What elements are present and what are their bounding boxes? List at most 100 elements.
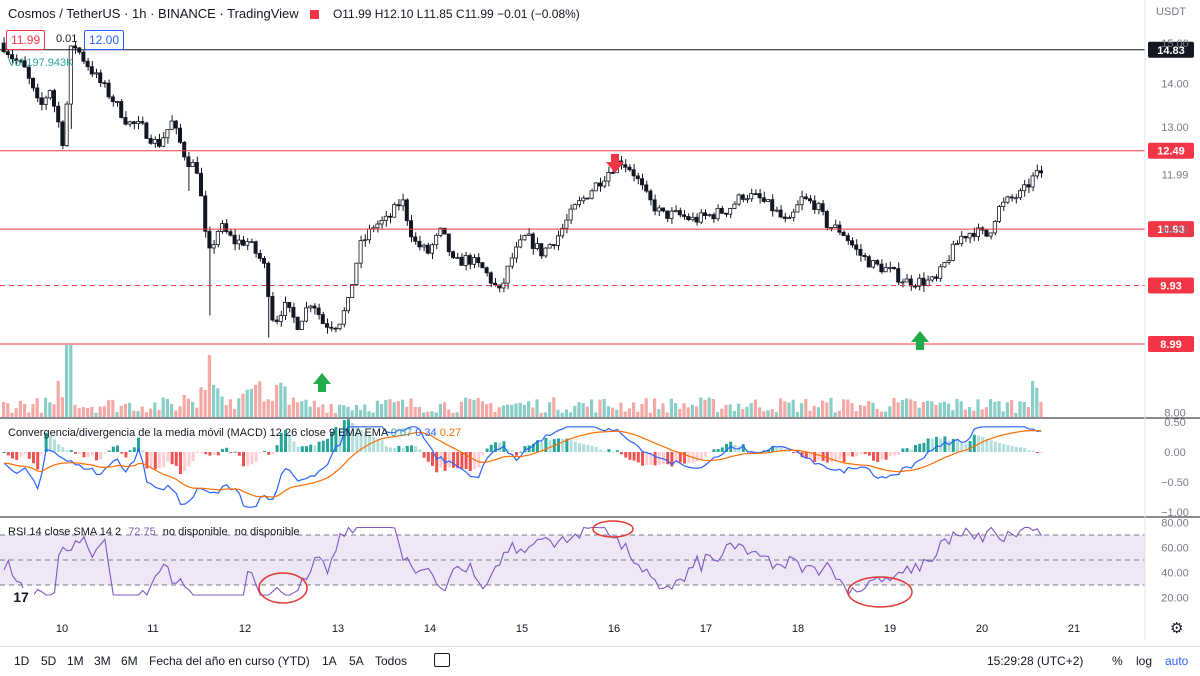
candle[interactable]: [165, 129, 170, 139]
candle[interactable]: [484, 267, 489, 274]
candle[interactable]: [232, 234, 237, 245]
candle[interactable]: [467, 255, 472, 265]
candle[interactable]: [295, 316, 300, 330]
candle[interactable]: [287, 301, 292, 308]
candle[interactable]: [711, 214, 716, 220]
candle[interactable]: [182, 141, 187, 158]
candle[interactable]: [694, 216, 699, 223]
candle[interactable]: [635, 175, 640, 180]
candle[interactable]: [85, 60, 90, 68]
candle[interactable]: [308, 305, 313, 309]
candle[interactable]: [820, 203, 825, 212]
candle[interactable]: [875, 260, 880, 265]
candle[interactable]: [245, 241, 250, 246]
candle[interactable]: [22, 60, 27, 68]
candle[interactable]: [640, 178, 645, 186]
candle[interactable]: [30, 77, 35, 89]
percent-toggle[interactable]: %: [1112, 654, 1123, 668]
candle[interactable]: [686, 216, 691, 221]
candle[interactable]: [610, 172, 615, 174]
candle[interactable]: [1001, 201, 1006, 207]
candle[interactable]: [887, 266, 892, 269]
candle[interactable]: [782, 216, 787, 219]
candle[interactable]: [320, 314, 325, 325]
candle[interactable]: [1013, 197, 1018, 200]
candle[interactable]: [169, 120, 174, 130]
candle[interactable]: [186, 156, 191, 167]
candle[interactable]: [455, 256, 460, 259]
candle[interactable]: [698, 212, 703, 223]
candle[interactable]: [917, 277, 922, 287]
candle[interactable]: [110, 96, 115, 102]
candle[interactable]: [1034, 170, 1039, 177]
candle[interactable]: [459, 256, 464, 266]
candle[interactable]: [161, 137, 166, 147]
candle[interactable]: [303, 307, 308, 322]
arrow-down-icon[interactable]: [606, 154, 624, 173]
candle[interactable]: [253, 241, 258, 254]
candle[interactable]: [908, 278, 913, 287]
candle[interactable]: [963, 235, 968, 239]
candle[interactable]: [984, 229, 989, 237]
candle[interactable]: [740, 194, 745, 200]
candle[interactable]: [1009, 196, 1014, 199]
candle[interactable]: [207, 230, 212, 249]
candle[interactable]: [379, 220, 384, 225]
candle[interactable]: [404, 199, 409, 222]
candle[interactable]: [871, 260, 876, 268]
candle[interactable]: [745, 198, 750, 201]
candle[interactable]: [98, 72, 103, 84]
candle[interactable]: [240, 239, 245, 246]
macd-line[interactable]: [3, 426, 1042, 508]
candle[interactable]: [728, 208, 733, 215]
candle[interactable]: [312, 305, 317, 309]
candle[interactable]: [850, 240, 855, 246]
candle[interactable]: [824, 211, 829, 228]
candle[interactable]: [89, 66, 94, 75]
candle[interactable]: [190, 162, 195, 167]
candle[interactable]: [144, 122, 149, 139]
candle[interactable]: [274, 319, 279, 322]
candle[interactable]: [358, 240, 363, 264]
candle[interactable]: [1018, 190, 1023, 199]
candle[interactable]: [929, 276, 934, 281]
candle[interactable]: [644, 184, 649, 192]
candle[interactable]: [598, 182, 603, 187]
candle[interactable]: [766, 199, 771, 202]
candle[interactable]: [934, 276, 939, 279]
candle[interactable]: [921, 277, 926, 286]
symbol-title[interactable]: Cosmos / TetherUS · 1h · BINANCE · Tradi…: [8, 6, 299, 21]
candle[interactable]: [68, 45, 73, 105]
candle[interactable]: [224, 223, 229, 232]
candle[interactable]: [257, 252, 262, 259]
candle[interactable]: [417, 240, 422, 248]
candle[interactable]: [249, 241, 254, 244]
candle[interactable]: [854, 244, 859, 250]
candle[interactable]: [892, 266, 897, 269]
currency-label[interactable]: USDT: [1156, 6, 1186, 18]
candle[interactable]: [18, 60, 23, 62]
candle[interactable]: [791, 211, 796, 218]
candle[interactable]: [976, 227, 981, 237]
candle[interactable]: [177, 127, 182, 143]
candle[interactable]: [946, 260, 951, 263]
candle[interactable]: [774, 209, 779, 212]
candle[interactable]: [833, 224, 838, 228]
price-pane[interactable]: [1, 37, 1044, 338]
candle[interactable]: [52, 90, 57, 107]
candle[interactable]: [530, 233, 535, 249]
candle[interactable]: [988, 232, 993, 237]
candle[interactable]: [362, 239, 367, 242]
auto-toggle[interactable]: auto: [1165, 654, 1189, 668]
candle[interactable]: [682, 214, 687, 217]
candle[interactable]: [102, 82, 107, 85]
candle[interactable]: [354, 262, 359, 285]
candle[interactable]: [829, 227, 834, 229]
candle[interactable]: [47, 90, 52, 99]
candle[interactable]: [627, 166, 632, 171]
candle[interactable]: [26, 66, 31, 79]
candle[interactable]: [778, 209, 783, 218]
candle[interactable]: [862, 255, 867, 258]
calendar-icon[interactable]: [434, 653, 450, 667]
candle[interactable]: [43, 97, 48, 105]
